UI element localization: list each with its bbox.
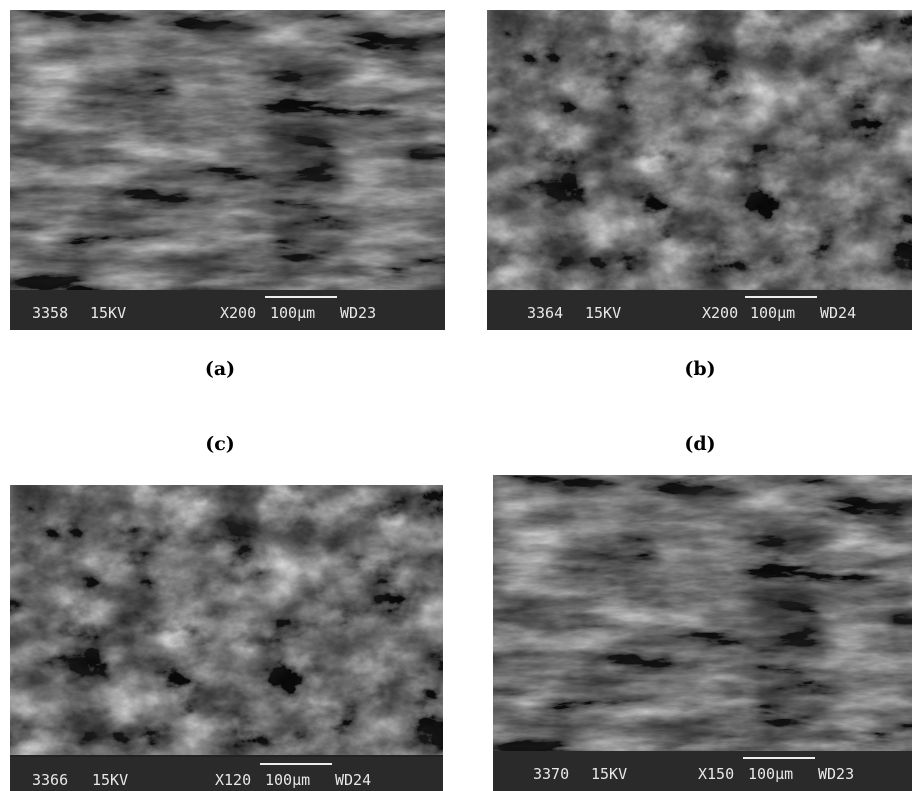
info-bar: 3366 15KV X120 100µm WD24: [10, 757, 443, 791]
scale-bar: [260, 763, 332, 765]
sem-image: [10, 10, 445, 290]
scale-bar: [745, 296, 817, 298]
sem-image: [493, 475, 912, 753]
scale-bar: [743, 757, 815, 759]
info-bar: 3364 15KV X200 100µm WD24: [487, 290, 912, 330]
magnification: X150: [698, 765, 734, 783]
magnification: X120: [215, 771, 251, 789]
scale: 100µm: [750, 304, 795, 322]
caption: (b): [684, 358, 715, 380]
sample-id: 3370: [533, 765, 569, 783]
scale-bar: [265, 296, 337, 298]
caption: (d): [684, 433, 715, 455]
scale: 100µm: [748, 765, 793, 783]
caption: (c): [205, 433, 235, 455]
sample-id: 3358: [32, 304, 68, 322]
info-bar: 3358 15KV X200 100µm WD23: [10, 290, 445, 330]
info-bar: 3370 15KV X150 100µm WD23: [493, 751, 912, 791]
micrograph-a: 3358 15KV X200 100µm WD23: [10, 10, 445, 330]
sample-id: 3366: [32, 771, 68, 789]
magnification: X200: [702, 304, 738, 322]
scale: 100µm: [265, 771, 310, 789]
sem-image: [10, 485, 443, 755]
voltage: 15KV: [585, 304, 621, 322]
working-distance: WD24: [820, 304, 856, 322]
caption: (a): [205, 358, 235, 380]
voltage: 15KV: [90, 304, 126, 322]
magnification: X200: [220, 304, 256, 322]
voltage: 15KV: [92, 771, 128, 789]
working-distance: WD23: [818, 765, 854, 783]
micrograph-c: 3366 15KV X120 100µm WD24: [10, 485, 443, 791]
micrograph-d: 3370 15KV X150 100µm WD23: [493, 475, 912, 791]
sample-id: 3364: [527, 304, 563, 322]
scale: 100µm: [270, 304, 315, 322]
micrograph-b: 3364 15KV X200 100µm WD24: [487, 10, 912, 330]
sem-image: [487, 10, 912, 290]
working-distance: WD24: [335, 771, 371, 789]
working-distance: WD23: [340, 304, 376, 322]
voltage: 15KV: [591, 765, 627, 783]
page: 3358 15KV X200 100µm WD23 3364 15KV X200…: [0, 0, 914, 791]
